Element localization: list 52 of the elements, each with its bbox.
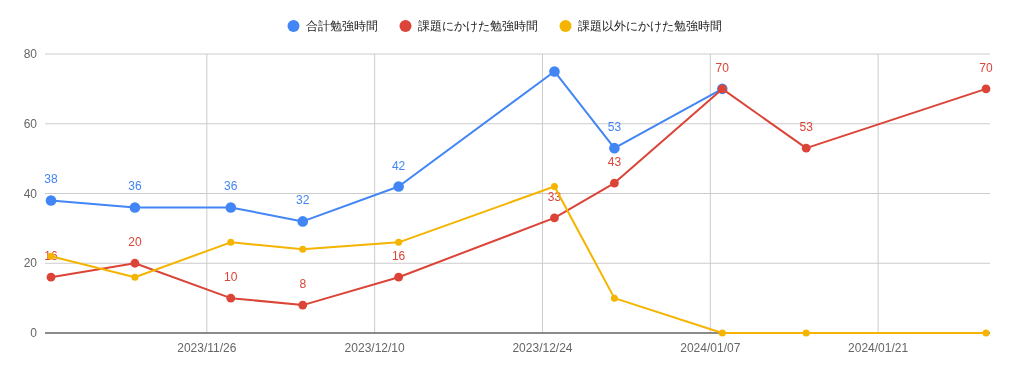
data-label: 70 [979, 60, 993, 75]
point [549, 66, 560, 77]
data-label: 43 [607, 155, 622, 170]
data-label: 8 [299, 277, 307, 292]
data-label: 53 [607, 120, 622, 135]
point [45, 195, 57, 206]
point [982, 329, 990, 337]
point [298, 300, 308, 310]
point [393, 181, 404, 192]
data-label: 36 [128, 179, 142, 194]
x-tick-label: 2024/01/21 [848, 341, 909, 355]
point [225, 202, 237, 213]
point [299, 245, 307, 253]
x-tick-label: 2023/12/10 [344, 341, 405, 355]
data-label: 70 [715, 60, 730, 75]
data-label: 36 [224, 179, 238, 194]
legend-label: 課題以外にかけた勉強時間 [577, 19, 722, 33]
point [610, 178, 619, 188]
y-tick-label: 40 [23, 186, 38, 201]
point [395, 238, 403, 246]
point [226, 293, 236, 303]
point [130, 258, 140, 268]
data-label: 53 [799, 120, 814, 135]
point [801, 143, 811, 153]
legend-label: 合計勉強時間 [305, 19, 378, 33]
y-tick-label: 80 [23, 47, 38, 61]
point [802, 329, 810, 337]
legend-label: 課題にかけた勉強時間 [417, 19, 538, 33]
point [131, 273, 139, 281]
point [394, 272, 404, 282]
data-label: 32 [296, 193, 310, 208]
data-label: 20 [128, 235, 142, 250]
point [46, 272, 56, 282]
y-tick-label: 20 [23, 256, 38, 271]
x-tick-label: 2023/11/26 [177, 341, 237, 355]
point [297, 216, 309, 227]
data-label: 42 [391, 158, 406, 173]
x-tick-label: 2023/12/24 [512, 341, 573, 355]
point [981, 84, 991, 94]
point [609, 142, 620, 154]
data-label: 38 [44, 172, 58, 187]
x-tick-label: 2024/01/07 [680, 341, 741, 355]
point [129, 202, 141, 213]
point [227, 238, 235, 246]
point [550, 213, 559, 223]
data-label: 16 [391, 249, 406, 264]
data-label: 10 [224, 270, 238, 285]
y-tick-label: 0 [30, 326, 38, 340]
point [718, 329, 726, 337]
y-tick-label: 60 [23, 116, 38, 131]
point [550, 183, 558, 191]
point [610, 294, 618, 302]
